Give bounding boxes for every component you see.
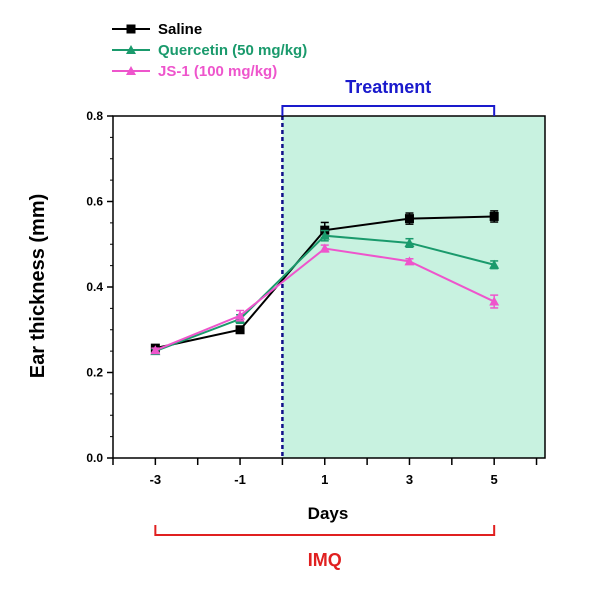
x-axis-label: Days	[308, 504, 349, 523]
legend-entry-2: Quercetin (50 mg/kg)	[112, 42, 307, 59]
grid-and-axes: 0.0 0.2 0.4 0.6 0.8 -3 -1 1 3 5	[86, 109, 546, 487]
y-tick-label: 0.8	[86, 109, 103, 123]
data-point-marker	[319, 243, 330, 253]
data-point-marker	[489, 259, 500, 269]
treatment-shade-layer	[281, 116, 545, 458]
data-point-marker	[235, 325, 245, 335]
imq-bracket	[154, 525, 496, 536]
annotation-layer: Treatment IMQ	[154, 77, 496, 570]
y-tick-label: 0.2	[86, 366, 103, 380]
data-point-marker	[404, 256, 415, 266]
y-tick-label: 0.4	[86, 280, 103, 294]
treatment-bracket	[281, 105, 496, 116]
legend-label: JS-1 (100 mg/kg)	[158, 63, 277, 80]
legend: Saline Quercetin (50 mg/kg) JS-1 (100 mg/k…	[112, 21, 307, 80]
data-point-marker	[489, 211, 499, 221]
data-point-marker	[235, 310, 246, 320]
x-tick-label: 1	[321, 472, 328, 487]
x-tick-label: -1	[234, 472, 246, 487]
x-tick-label: -3	[150, 472, 162, 487]
legend-label: Quercetin (50 mg/kg)	[158, 42, 307, 59]
data-point-marker	[150, 345, 161, 355]
legend-label: Saline	[158, 21, 202, 38]
data-point-marker	[126, 24, 136, 34]
data-point-marker	[404, 237, 415, 247]
imq-label: IMQ	[308, 550, 342, 570]
data-point-marker	[489, 296, 500, 306]
data-point-marker	[126, 66, 136, 75]
x-tick-label: 3	[406, 472, 413, 487]
y-tick-label: 0.6	[86, 195, 103, 209]
x-tick-label: 5	[491, 472, 498, 487]
legend-entry-1: Saline	[112, 21, 202, 38]
data-point-marker	[319, 230, 330, 240]
treatment-shade	[282, 116, 545, 458]
data-point-marker	[126, 45, 136, 54]
treatment-label: Treatment	[345, 77, 431, 97]
y-tick-label: 0.0	[86, 451, 103, 465]
series-3	[150, 243, 500, 355]
y-axis-label: Ear thickness (mm)	[27, 194, 49, 379]
legend-entry-3: JS-1 (100 mg/kg)	[112, 63, 277, 80]
data-point-marker	[404, 214, 414, 224]
series-layer	[150, 210, 500, 356]
